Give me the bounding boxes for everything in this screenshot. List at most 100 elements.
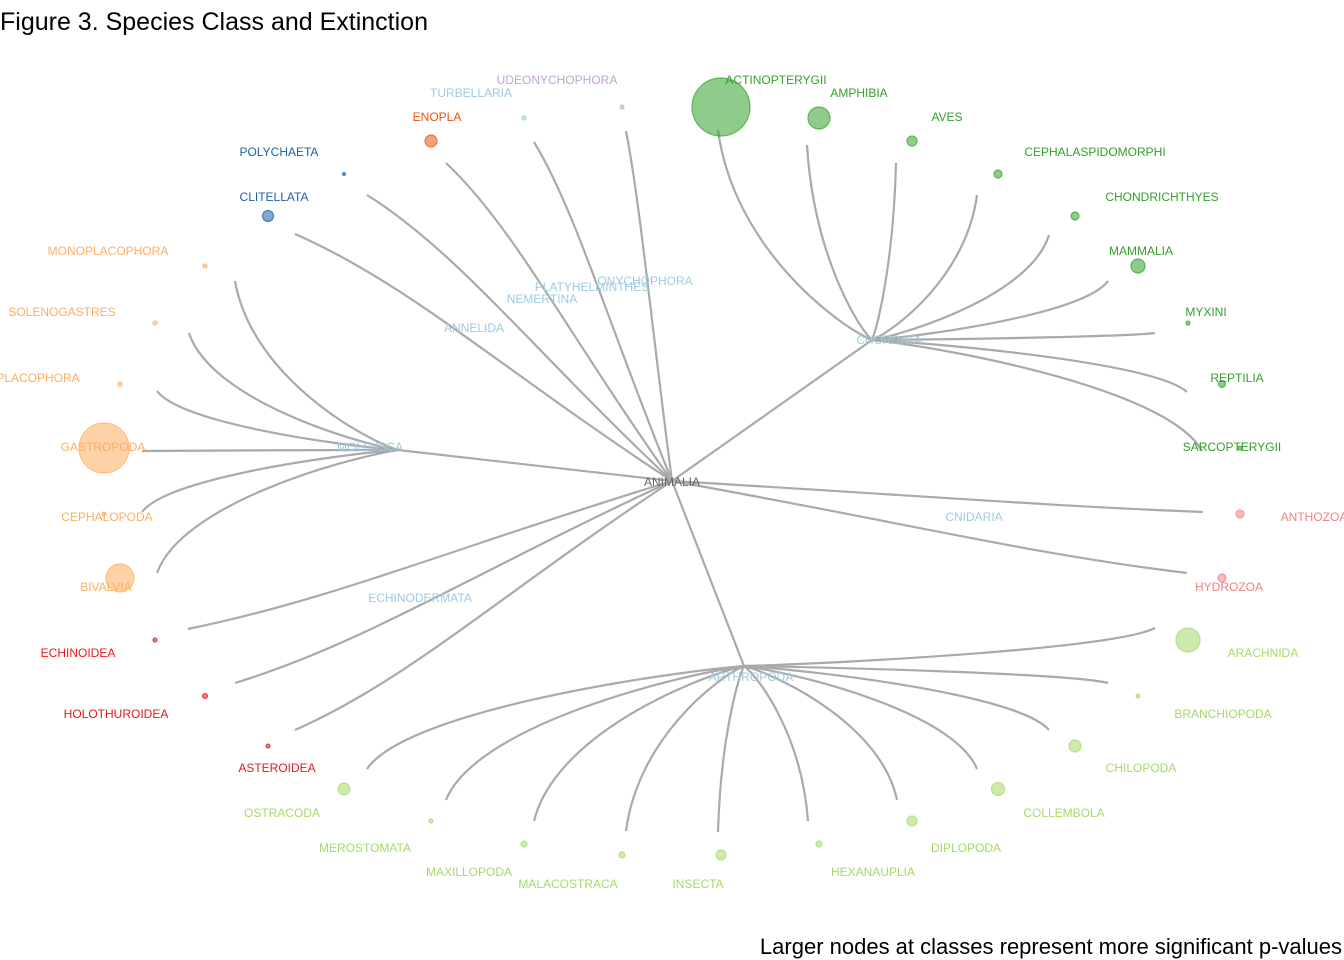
- phylum-label-annelida: ANNELIDA: [444, 321, 504, 335]
- phylum-label-cnidaria: CNIDARIA: [945, 510, 1002, 524]
- edge-branchiopoda: [743, 664, 1109, 685]
- phylum-label-arthropoda: ARTHROPODA: [709, 670, 793, 684]
- edge-turbellaria: [533, 141, 674, 482]
- class-label-monoplacophora: MONOPLACOPHORA: [48, 244, 169, 258]
- edge-cephalaspidomorphi: [871, 194, 979, 342]
- edge-monoplacophora: [233, 280, 399, 452]
- node-polychaeta: [341, 171, 347, 177]
- node-aves: [906, 135, 918, 147]
- node-sarcopterygii: [1237, 445, 1243, 451]
- figure-caption: Larger nodes at classes represent more s…: [759, 934, 1342, 959]
- edge-holothuroidea: [234, 480, 673, 685]
- edge-clitellata: [294, 232, 673, 482]
- node-cephalaspidomorphi: [993, 169, 1003, 179]
- node-arachnida: [1175, 627, 1201, 653]
- tree-edges: [141, 129, 1204, 833]
- node-chondrichthyes: [1070, 211, 1080, 221]
- node-solenogastres: [152, 320, 158, 326]
- class-label-reptilia: REPTILIA: [1210, 371, 1263, 385]
- edge-bivalvia: [155, 448, 399, 574]
- edge-animalia-chordata: [671, 339, 873, 482]
- node-actinopterygii: [691, 77, 751, 137]
- class-label-cephalopoda: CEPHALOPODA: [61, 510, 152, 524]
- class-label-hexanauplia: HEXANAUPLIA: [831, 865, 915, 879]
- edge-diplopoda: [743, 664, 899, 801]
- node-diplopoda: [906, 815, 918, 827]
- edge-amphibia: [805, 144, 873, 341]
- class-label-echinoidea: ECHINOIDEA: [41, 646, 116, 660]
- edge-collembola: [743, 664, 979, 770]
- class-label-malacostraca: MALACOSTRACA: [518, 877, 617, 891]
- class-label-solenogastres: SOLENOGASTRES: [8, 305, 115, 319]
- node-ostracoda: [337, 782, 351, 796]
- phylum-label-onychophora: ONYCHOPHORA: [597, 274, 692, 288]
- phylum-label-chordata: CHORDATA: [856, 333, 922, 347]
- class-label-udeonychophora: UDEONYCHOPHORA: [497, 73, 618, 87]
- class-label-diplopoda: DIPLOPODA: [931, 841, 1001, 855]
- edge-animalia-arthropoda: [670, 480, 746, 667]
- edge-aves: [870, 162, 898, 341]
- edge-arachnida: [743, 627, 1156, 668]
- edge-myxini: [871, 331, 1156, 342]
- class-label-cephalaspidomorphi: CEPHALASPIDOMORPHI: [1024, 145, 1165, 159]
- edge-gastropoda: [141, 448, 399, 453]
- node-monoplacophora: [202, 263, 208, 269]
- figure-title: Figure 3. Species Class and Extinction: [0, 8, 428, 36]
- edge-sarcopterygii: [871, 338, 1203, 452]
- phylum-label-mollusca: MOLLUSCA: [337, 440, 403, 454]
- edge-hexanauplia: [743, 665, 810, 822]
- node-enopla: [424, 134, 438, 148]
- tree-labels: ACTINOPTERYGII AMPHIBIA AVES CEPHALASPIDOMO…: [0, 73, 1344, 891]
- edge-echinoidea: [187, 479, 673, 631]
- node-bivalvia: [105, 563, 135, 593]
- class-label-polychaeta: POLYCHAETA: [240, 145, 319, 159]
- node-udeonychophora: [619, 104, 625, 110]
- class-label-insecta: INSECTA: [672, 877, 723, 891]
- class-label-maxillopoda: MAXILLOPODA: [426, 865, 512, 879]
- node-chilopoda: [1068, 739, 1082, 753]
- edge-enopla: [445, 162, 673, 482]
- node-insecta: [715, 849, 727, 861]
- node-hydrozoa: [1217, 573, 1227, 583]
- class-label-mammalia: MAMMALIA: [1109, 244, 1173, 258]
- class-label-sarcopterygii: SARCOPTERYGII: [1183, 440, 1281, 454]
- edge-maxillopoda: [532, 664, 745, 822]
- node-collembola: [990, 781, 1006, 797]
- class-label-actinopterygii: ACTINOPTERYGII: [725, 73, 826, 87]
- class-label-myxini: MYXINI: [1185, 305, 1226, 319]
- node-merostomata: [428, 818, 434, 824]
- edge-chilopoda: [743, 664, 1050, 731]
- phylum-label-nemertina: NEMERTINA: [507, 292, 577, 306]
- node-malacostraca: [618, 851, 626, 859]
- class-label-enopla: ENOPLA: [413, 110, 462, 124]
- node-echinoidea: [152, 637, 158, 643]
- edge-merostomata: [444, 664, 745, 801]
- class-label-branchiopoda: BRANCHIOPODA: [1174, 707, 1271, 721]
- node-mammalia: [1130, 258, 1146, 274]
- edge-reptilia: [871, 338, 1188, 393]
- edge-actinopterygii: [716, 129, 873, 342]
- class-label-gastropoda: GASTROPODA: [61, 440, 146, 454]
- edge-solenogastres: [187, 332, 399, 452]
- edge-cephalopoda: [141, 448, 399, 513]
- class-nodes: [78, 77, 1245, 861]
- class-label-holothuroidea: HOLOTHUROIDEA: [64, 707, 169, 721]
- phylum-label-platyhelminthes: PLATYHELMINTHES: [535, 280, 649, 294]
- edge-mammalia: [871, 280, 1109, 342]
- class-label-anthozoa: ANTHOZOA: [1281, 510, 1344, 524]
- class-label-merostomata: MEROSTOMATA: [319, 841, 411, 855]
- node-hexanauplia: [815, 840, 823, 848]
- edge-malacostraca: [624, 664, 745, 832]
- edge-ostracoda: [366, 664, 745, 770]
- node-placophora: [117, 381, 123, 387]
- class-label-placophora: PLACOPHORA: [0, 371, 80, 385]
- edge-polychaeta: [366, 194, 673, 482]
- node-maxillopoda: [520, 840, 528, 848]
- node-amphibia: [807, 106, 831, 130]
- class-label-asteroidea: ASTEROIDEA: [238, 761, 315, 775]
- class-label-chilopoda: CHILOPODA: [1106, 761, 1177, 775]
- class-label-amphibia: AMPHIBIA: [830, 86, 887, 100]
- node-cephalopoda: [101, 511, 107, 517]
- class-label-turbellaria: TURBELLARIA: [430, 86, 512, 100]
- class-label-chondrichthyes: CHONDRICHTHYES: [1105, 190, 1218, 204]
